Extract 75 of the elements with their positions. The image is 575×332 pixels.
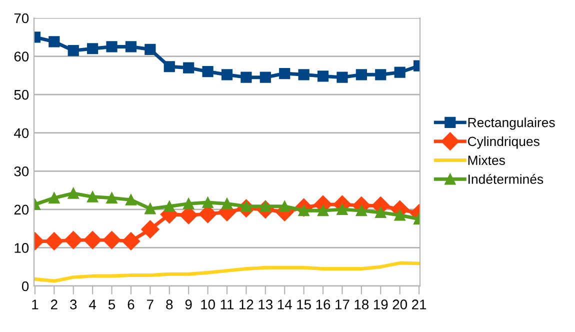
x-tick-label: 2 — [51, 300, 58, 310]
point — [106, 41, 118, 52]
point — [141, 220, 160, 238]
point — [375, 206, 386, 218]
point — [183, 198, 194, 210]
point — [48, 36, 60, 48]
point — [87, 43, 98, 54]
point — [164, 200, 175, 212]
legend-label: Mixtes — [468, 155, 505, 165]
point — [102, 231, 121, 250]
point — [375, 69, 386, 80]
x-tick-label: 8 — [166, 300, 173, 310]
point — [221, 69, 233, 80]
point — [106, 192, 118, 204]
x-tick-label: 21 — [412, 300, 426, 310]
point — [336, 72, 348, 83]
y-tick-label: 30 — [14, 166, 29, 176]
y-tick-label: 70 — [14, 13, 29, 24]
point — [240, 72, 252, 83]
point — [45, 232, 64, 250]
point — [87, 191, 98, 202]
legend-label: Indéterminés — [468, 174, 544, 184]
point — [125, 41, 137, 52]
y-tick-label: 0 — [22, 281, 29, 292]
point — [164, 61, 175, 72]
x-tick-label: 16 — [316, 300, 330, 310]
y-tick-label: 50 — [14, 90, 29, 100]
point — [202, 66, 214, 78]
x-tick-label: 11 — [220, 300, 234, 310]
point — [394, 210, 406, 221]
point — [336, 204, 348, 215]
point — [298, 69, 310, 80]
x-tick-label: 5 — [108, 300, 116, 310]
point — [221, 198, 233, 210]
y-tick-label: 40 — [14, 128, 29, 138]
point — [279, 68, 290, 80]
point — [356, 205, 367, 216]
point — [84, 231, 102, 250]
x-tick-label: 17 — [336, 300, 350, 310]
point — [125, 194, 137, 206]
x-tick-label: 18 — [354, 300, 369, 310]
x-tick-label: 4 — [89, 300, 96, 310]
legend-label: Cylindriques — [468, 136, 540, 149]
y-tick-label: 60 — [14, 52, 29, 62]
x-tick-label: 19 — [374, 300, 388, 310]
point — [64, 231, 82, 250]
x-tick-label: 9 — [185, 300, 192, 310]
line-series — [34, 261, 420, 283]
x-tick-label: 1 — [32, 300, 38, 310]
x-tick-label: 7 — [147, 300, 154, 310]
x-tick-label: 13 — [258, 300, 273, 310]
point — [68, 188, 79, 199]
legend-label: Rectangulaires — [468, 118, 555, 130]
x-tick-label: 6 — [128, 300, 134, 310]
point — [279, 200, 290, 212]
point — [356, 69, 367, 80]
x-tick-label: 3 — [70, 300, 77, 310]
point — [68, 44, 79, 56]
point — [144, 44, 156, 55]
point — [144, 203, 156, 214]
x-tick-label: 20 — [392, 300, 408, 310]
point — [260, 72, 271, 83]
point — [183, 62, 194, 74]
x-tick-label: 15 — [297, 300, 311, 310]
point — [394, 66, 406, 78]
point — [317, 70, 329, 82]
point — [122, 232, 140, 250]
y-tick-label: 20 — [14, 204, 29, 215]
point — [202, 196, 214, 208]
x-tick-label: 12 — [240, 300, 254, 310]
point — [48, 192, 60, 204]
x-tick-label: 14 — [278, 300, 292, 310]
y-tick-label: 10 — [14, 243, 29, 253]
point — [317, 205, 329, 216]
x-tick-label: 10 — [201, 300, 215, 310]
